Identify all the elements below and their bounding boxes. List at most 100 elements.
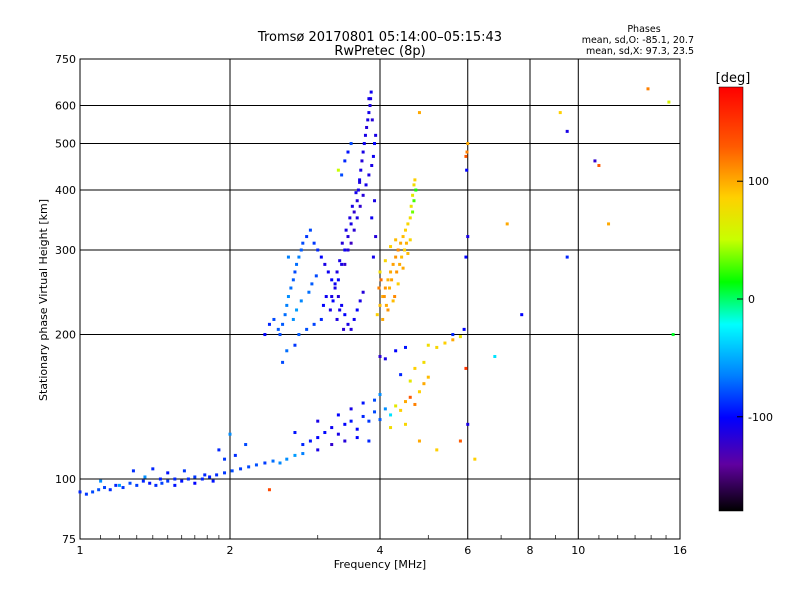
- data-point: [343, 248, 347, 252]
- data-point: [336, 278, 340, 282]
- y-tick-label: 300: [55, 244, 76, 257]
- data-point: [335, 317, 339, 321]
- data-point: [458, 439, 462, 443]
- data-point: [349, 142, 353, 146]
- data-point: [377, 286, 381, 290]
- y-tick-label: 75: [62, 533, 76, 546]
- y-tick-label: 200: [55, 329, 76, 342]
- data-point: [378, 393, 382, 397]
- data-point: [367, 97, 371, 101]
- data-point: [343, 313, 347, 317]
- data-point: [321, 303, 325, 307]
- data-point: [361, 414, 365, 418]
- y-tick-label: 750: [55, 53, 76, 66]
- data-point: [316, 419, 320, 423]
- data-point: [285, 303, 289, 307]
- data-point: [367, 439, 371, 443]
- data-point: [358, 299, 362, 303]
- data-point: [223, 471, 227, 475]
- data-point: [148, 481, 152, 485]
- data-point: [305, 327, 309, 331]
- data-point: [331, 299, 335, 303]
- data-point: [451, 338, 455, 342]
- data-point: [458, 335, 462, 339]
- x-axis-ticks: 1 2 4 6 8 10 16: [77, 535, 687, 557]
- data-point: [408, 395, 412, 399]
- data-point: [352, 317, 356, 321]
- colorbar-tick-label: 100: [748, 175, 769, 188]
- data-point: [466, 422, 470, 426]
- data-point: [462, 327, 466, 331]
- data-point: [378, 270, 382, 274]
- data-point: [381, 317, 385, 321]
- data-point: [375, 313, 379, 317]
- data-point: [399, 373, 403, 377]
- data-point: [443, 341, 447, 345]
- data-point: [411, 193, 415, 197]
- data-point: [203, 473, 207, 477]
- data-point: [233, 453, 237, 457]
- data-point: [367, 111, 371, 115]
- data-point: [388, 286, 392, 290]
- data-point: [316, 448, 320, 452]
- data-point: [166, 471, 170, 475]
- data-point: [370, 163, 374, 167]
- data-point: [323, 262, 327, 266]
- data-point: [361, 290, 365, 294]
- data-point: [267, 488, 271, 492]
- data-point: [289, 286, 293, 290]
- data-point: [360, 159, 364, 163]
- data-point: [369, 90, 373, 94]
- data-point: [358, 180, 362, 184]
- data-point: [379, 278, 383, 282]
- data-point: [355, 199, 359, 203]
- data-point: [97, 488, 101, 492]
- data-point: [382, 295, 386, 299]
- data-point: [84, 492, 88, 496]
- data-point: [384, 303, 388, 307]
- data-point: [417, 439, 421, 443]
- data-point: [333, 286, 337, 290]
- data-point: [378, 418, 382, 422]
- data-point: [131, 469, 135, 473]
- data-point: [358, 178, 362, 182]
- data-point: [399, 241, 403, 245]
- data-point: [383, 407, 387, 411]
- data-point: [394, 349, 398, 353]
- data-point: [597, 163, 601, 167]
- data-point: [278, 461, 282, 465]
- data-point: [343, 262, 347, 266]
- data-point: [316, 248, 320, 252]
- data-point: [394, 255, 398, 259]
- data-point: [338, 259, 342, 263]
- data-point: [346, 235, 350, 239]
- data-point: [412, 183, 416, 187]
- data-point: [417, 111, 421, 115]
- x-tick-label: 16: [673, 544, 687, 557]
- data-point: [267, 322, 271, 326]
- x-tick-label: 10: [571, 544, 585, 557]
- data-point: [349, 327, 353, 331]
- grid: [80, 59, 680, 539]
- data-point: [400, 255, 404, 259]
- data-point: [391, 299, 395, 303]
- data-point: [417, 390, 421, 394]
- data-point: [301, 452, 305, 456]
- data-point: [254, 463, 258, 467]
- data-point: [390, 278, 394, 282]
- data-point: [558, 111, 562, 115]
- data-point: [340, 241, 344, 245]
- data-point: [330, 443, 334, 447]
- data-point: [211, 479, 215, 483]
- phase-info-line-x: mean, sd,X: 97.3, 23.5: [586, 46, 694, 57]
- data-point: [355, 216, 359, 220]
- data-point: [389, 426, 393, 430]
- data-point: [396, 248, 400, 252]
- data-point: [374, 133, 378, 137]
- data-point: [154, 483, 158, 487]
- y-axis-label: Stationary phase Virtual Height [km]: [37, 199, 50, 401]
- data-point: [323, 431, 327, 435]
- data-point: [301, 241, 305, 245]
- data-point: [364, 183, 368, 187]
- data-point: [349, 222, 353, 226]
